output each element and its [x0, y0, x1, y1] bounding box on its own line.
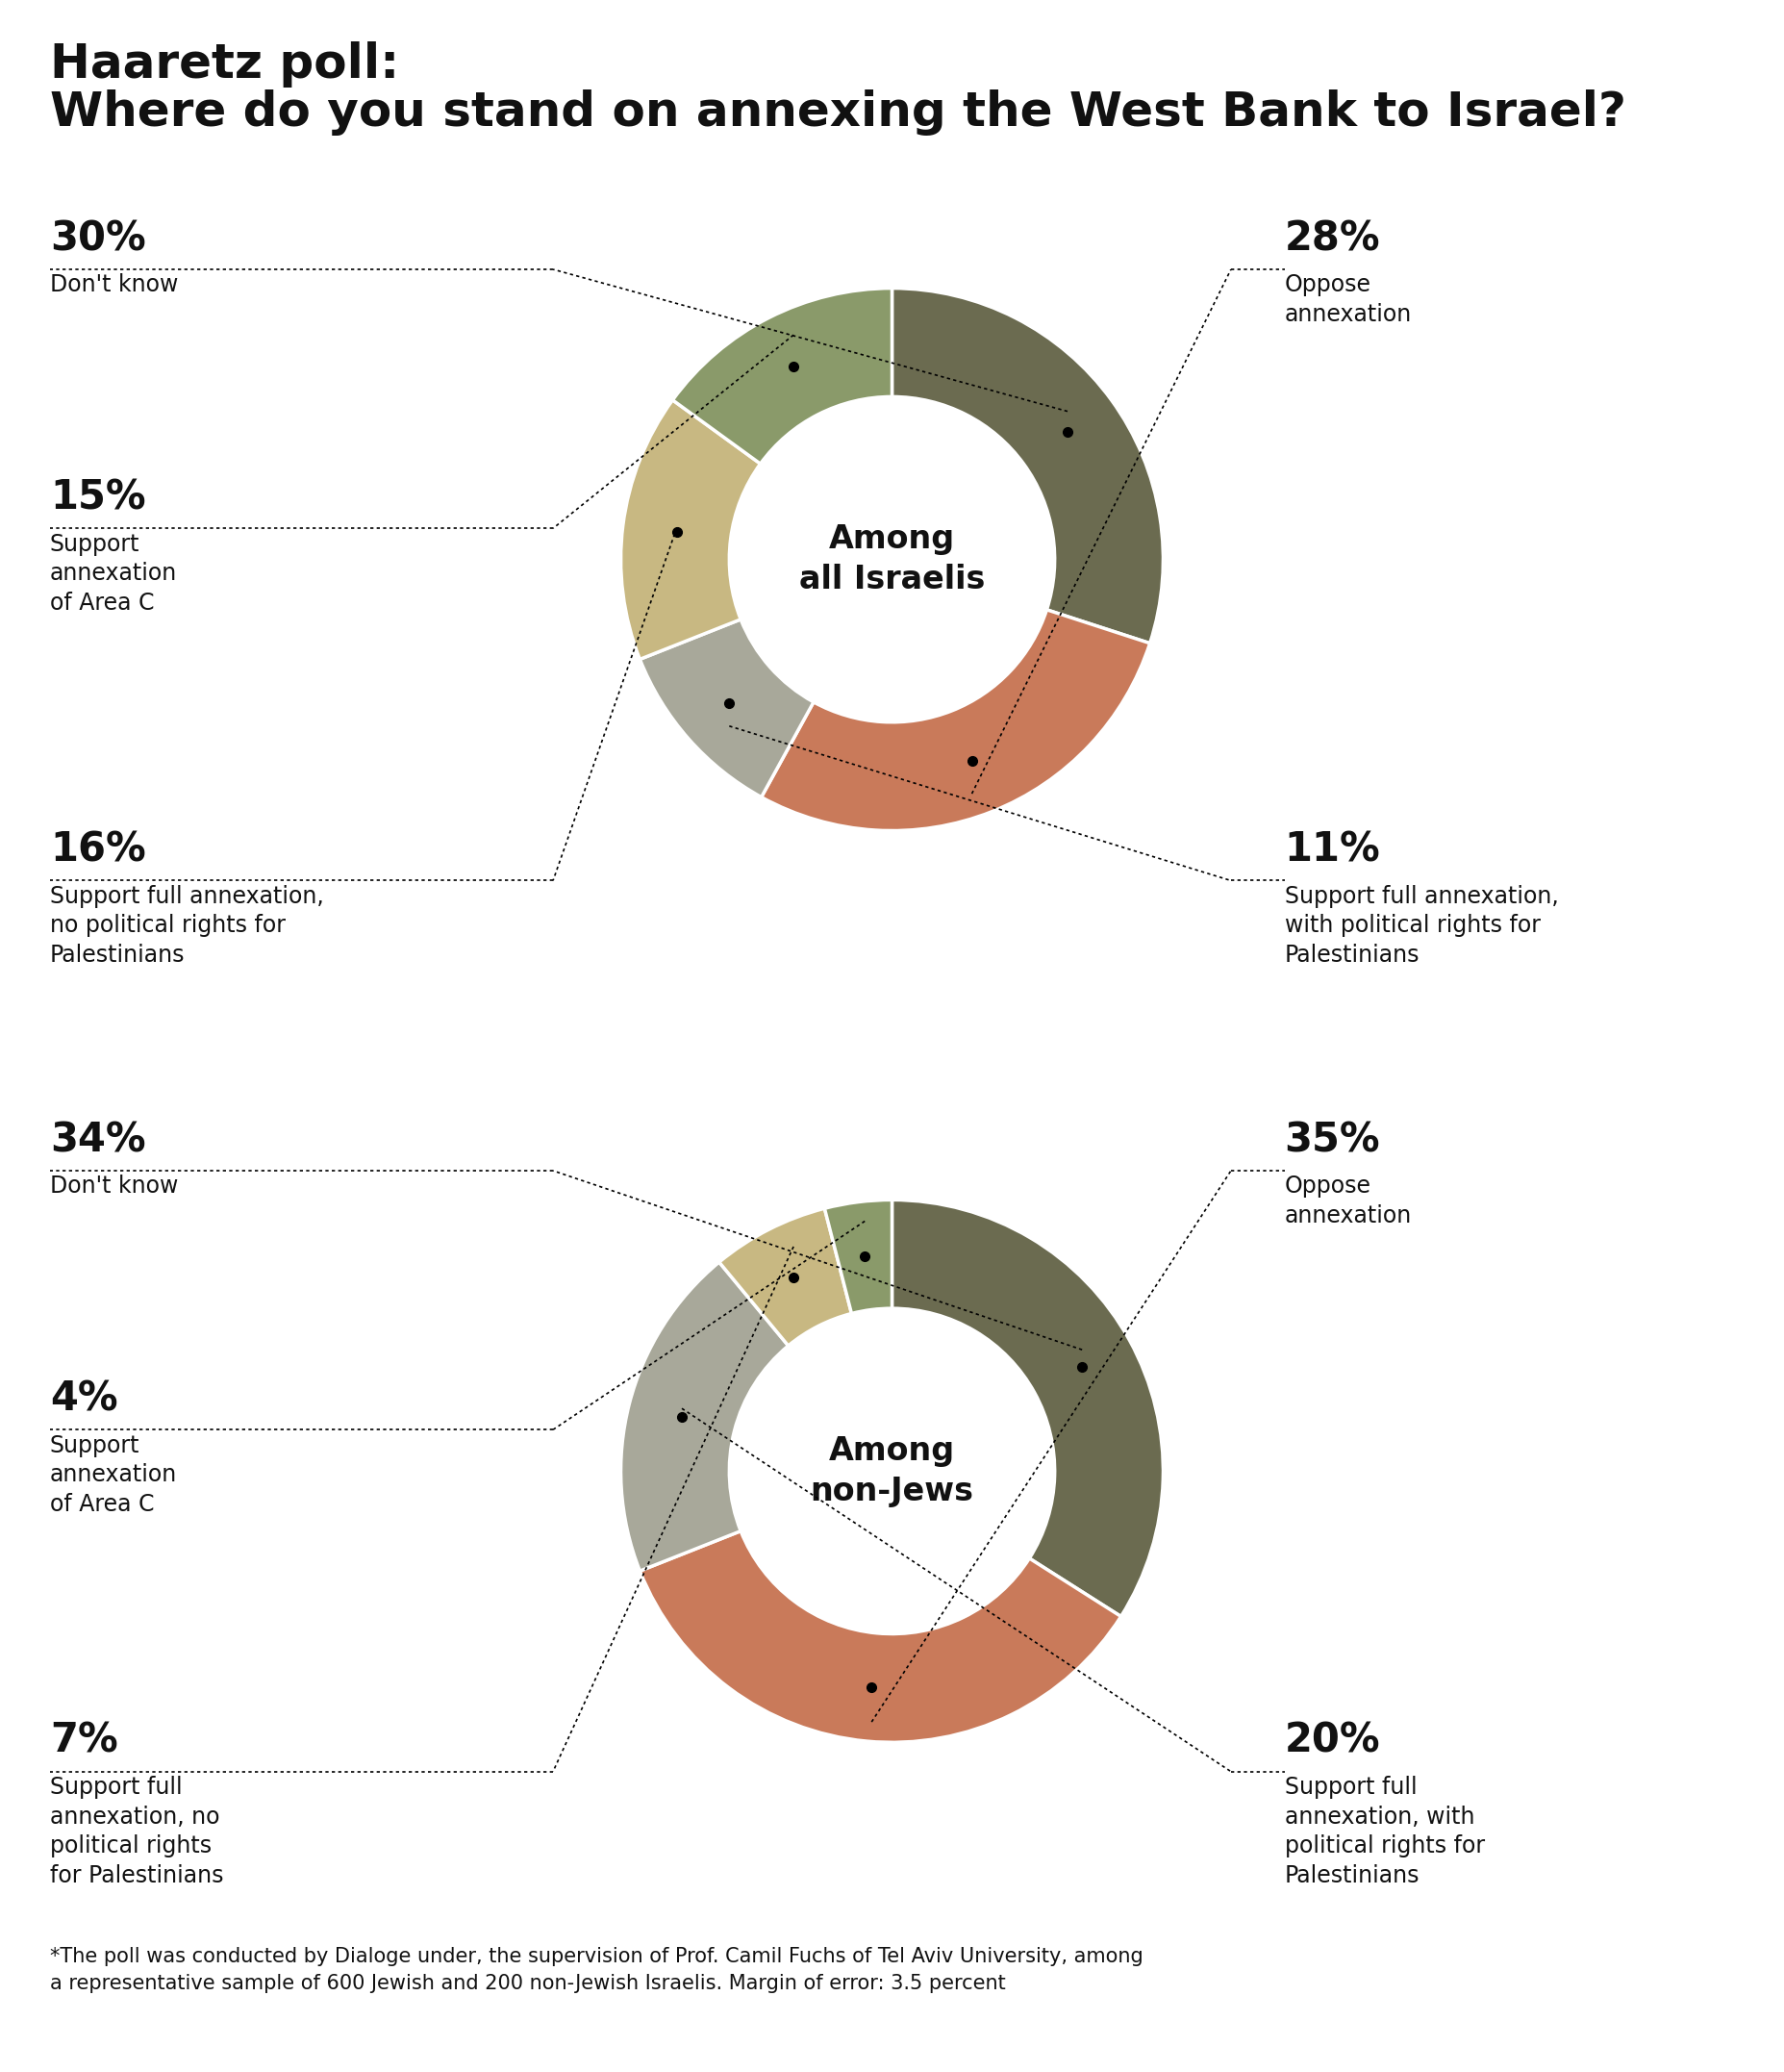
Text: Support full annexation,
with political rights for
Palestinians: Support full annexation, with political … — [1284, 885, 1559, 968]
Wedge shape — [673, 288, 892, 464]
Wedge shape — [719, 1208, 851, 1345]
Text: Support
annexation
of Area C: Support annexation of Area C — [50, 1434, 177, 1517]
Circle shape — [730, 396, 1054, 723]
Text: Don't know: Don't know — [50, 274, 178, 296]
Wedge shape — [640, 620, 814, 798]
Text: Where do you stand on annexing the West Bank to Israel?: Where do you stand on annexing the West … — [50, 89, 1627, 135]
Wedge shape — [621, 1262, 789, 1571]
Circle shape — [730, 1307, 1054, 1635]
Text: 34%: 34% — [50, 1121, 146, 1160]
Wedge shape — [762, 609, 1151, 831]
Wedge shape — [892, 1200, 1163, 1616]
Text: Don't know: Don't know — [50, 1175, 178, 1198]
Text: 4%: 4% — [50, 1380, 118, 1419]
Text: 16%: 16% — [50, 831, 146, 870]
Text: 28%: 28% — [1284, 220, 1381, 259]
Text: Among
non-Jews: Among non-Jews — [810, 1436, 974, 1506]
Wedge shape — [621, 400, 760, 659]
Text: Support full
annexation, with
political rights for
Palestinians: Support full annexation, with political … — [1284, 1776, 1484, 1888]
Wedge shape — [824, 1200, 892, 1314]
Text: Haaretz poll:: Haaretz poll: — [50, 41, 400, 87]
Text: 15%: 15% — [50, 479, 146, 518]
Wedge shape — [892, 288, 1163, 642]
Text: 7%: 7% — [50, 1722, 118, 1761]
Text: Oppose
annexation: Oppose annexation — [1284, 1175, 1411, 1227]
Wedge shape — [640, 1531, 1120, 1743]
Text: *The poll was conducted by Dialoge under, the supervision of Prof. Camil Fuchs o: *The poll was conducted by Dialoge under… — [50, 1948, 1144, 1993]
Text: 30%: 30% — [50, 220, 146, 259]
Text: 35%: 35% — [1284, 1121, 1381, 1160]
Text: Support full
annexation, no
political rights
for Palestinians: Support full annexation, no political ri… — [50, 1776, 223, 1888]
Text: Among
all Israelis: Among all Israelis — [799, 524, 985, 595]
Text: 11%: 11% — [1284, 831, 1381, 870]
Text: Support
annexation
of Area C: Support annexation of Area C — [50, 533, 177, 615]
Text: Support full annexation,
no political rights for
Palestinians: Support full annexation, no political ri… — [50, 885, 325, 968]
Text: Oppose
annexation: Oppose annexation — [1284, 274, 1411, 325]
Text: 20%: 20% — [1284, 1722, 1381, 1761]
